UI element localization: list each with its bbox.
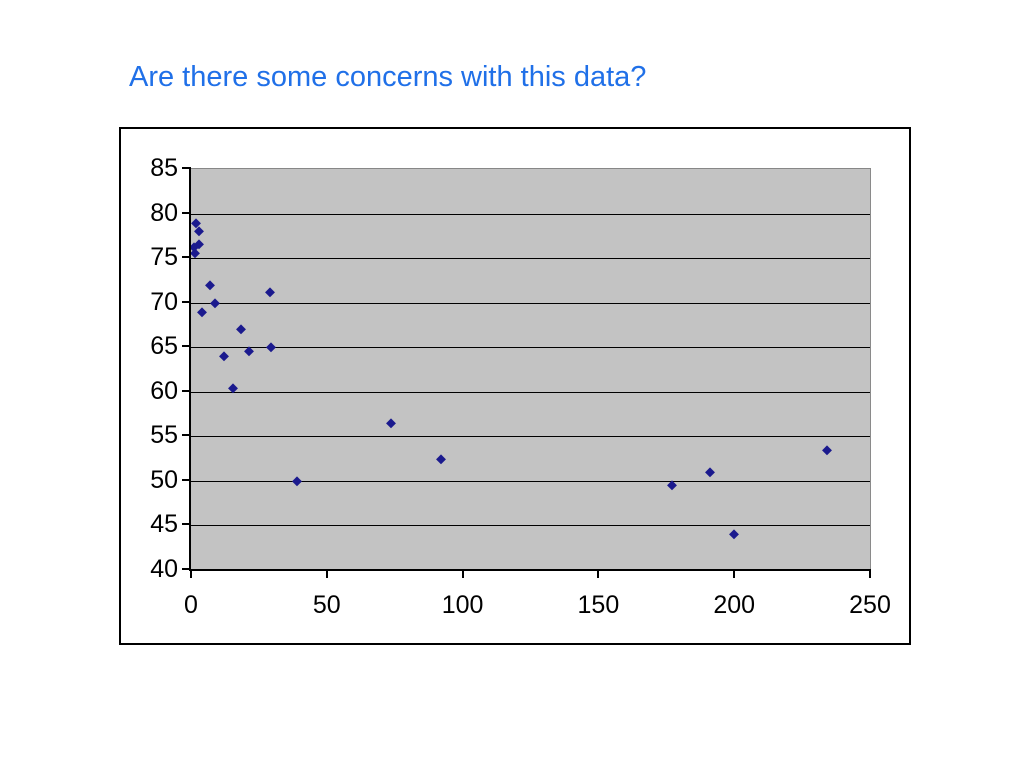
data-point-6 [265,287,275,297]
y-tick-45 [182,523,191,526]
x-tick-label-50: 50 [312,591,341,619]
x-tick-200 [733,571,736,578]
y-tick-80 [182,211,191,214]
data-point-8 [197,306,207,317]
y-tick-label-40: 40 [150,555,178,583]
y-tick-label-80: 80 [150,198,178,227]
data-point-15 [385,418,396,428]
y-tick-75 [182,256,191,259]
data-point-0 [191,217,201,228]
x-tick-250 [869,571,871,578]
x-axis-line [191,569,871,571]
gridline-y-65 [191,347,870,349]
gridline-y-55 [191,436,870,438]
y-tick-label-50: 50 [150,465,178,494]
y-tick-label-55: 55 [150,421,178,450]
x-tick-150 [597,571,600,578]
point-layer [189,169,870,570]
x-tick-label-250: 250 [849,591,891,619]
gridline-y-50 [191,480,870,482]
x-tick-50 [325,571,328,578]
y-tick-60 [182,389,191,392]
data-point-7 [210,298,220,308]
data-point-20 [821,445,832,455]
data-point-1 [194,226,204,236]
data-point-16 [436,453,446,464]
data-point-4 [190,248,200,258]
x-tick-label-0: 0 [184,591,198,619]
y-tick-40 [182,568,191,570]
gridline-y-75 [191,258,870,260]
y-tick-label-60: 60 [150,376,178,405]
data-point-14 [292,476,302,486]
scatter-chart: 85 80 75 70 65 60 55 50 45 40 0 50 100 150 200 250 [119,127,911,645]
page-title: Are there some concerns with this data? [129,61,647,93]
y-tick-label-70: 70 [150,287,178,316]
data-point-5 [205,280,215,290]
gridline-y-45 [191,525,870,527]
y-tick-label-75: 75 [150,243,178,272]
y-tick-label-85: 85 [150,154,178,182]
x-tick-label-100: 100 [441,591,484,619]
y-tick-55 [182,434,191,437]
data-point-18 [705,467,715,477]
data-point-9 [236,324,246,334]
gridline-y-60 [191,391,870,393]
data-point-11 [244,346,254,356]
gridline-y-80 [191,213,870,215]
x-tick-label-200: 200 [713,591,756,619]
y-tick-70 [182,300,191,303]
plot-area [189,168,871,570]
y-tick-85 [182,167,191,169]
x-tick-label-150: 150 [577,591,620,619]
data-point-17 [667,480,677,490]
data-point-13 [228,383,238,393]
data-point-10 [266,342,276,352]
y-axis-line [189,168,191,571]
y-tick-50 [182,478,191,481]
y-tick-label-65: 65 [150,332,178,361]
gridline-y-70 [191,302,870,304]
x-tick-0 [190,571,192,578]
y-tick-65 [182,345,191,348]
x-tick-100 [461,571,464,578]
data-point-12 [218,351,229,361]
data-point-19 [729,529,739,539]
y-tick-label-45: 45 [150,510,178,539]
